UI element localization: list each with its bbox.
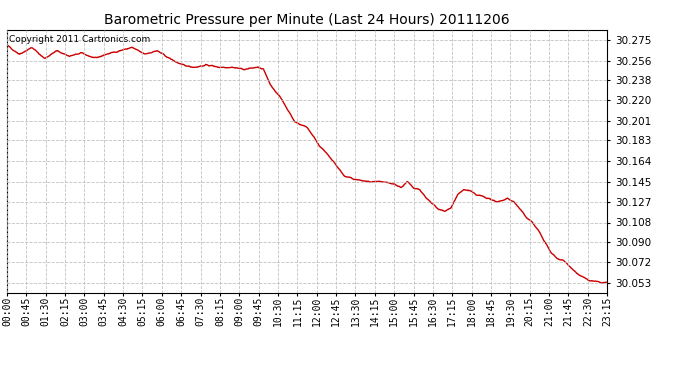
Title: Barometric Pressure per Minute (Last 24 Hours) 20111206: Barometric Pressure per Minute (Last 24 … bbox=[104, 13, 510, 27]
Text: Copyright 2011 Cartronics.com: Copyright 2011 Cartronics.com bbox=[9, 35, 150, 44]
